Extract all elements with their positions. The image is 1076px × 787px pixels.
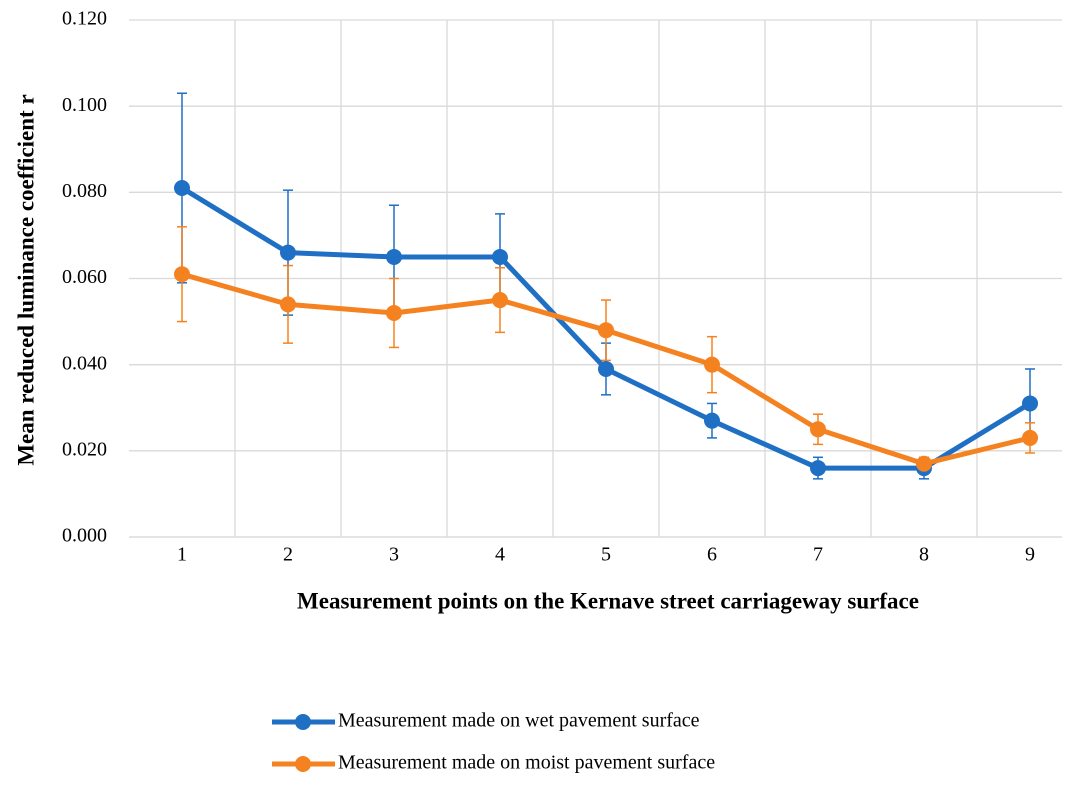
point <box>810 421 826 438</box>
point <box>280 244 296 261</box>
y-axis-title: Mean reduced luminance coefficient r <box>13 94 38 465</box>
legend-marker <box>295 756 311 772</box>
y-tick-label: 0.060 <box>62 266 107 288</box>
legend-marker <box>295 714 311 730</box>
point <box>174 266 190 283</box>
x-tick-label: 1 <box>177 544 187 566</box>
point <box>916 455 932 472</box>
y-tick-label: 0.120 <box>62 8 107 30</box>
point <box>386 304 402 321</box>
x-tick-label: 3 <box>389 544 399 566</box>
point <box>1022 429 1038 446</box>
point <box>704 356 720 373</box>
point <box>492 248 508 265</box>
point <box>598 322 614 339</box>
point <box>598 360 614 377</box>
x-axis-title: Measurement points on the Kernave street… <box>297 588 919 613</box>
y-tick-label: 0.040 <box>62 352 107 374</box>
point <box>174 180 190 197</box>
point <box>704 412 720 429</box>
x-tick-label: 9 <box>1025 544 1035 566</box>
point <box>810 460 826 477</box>
y-tick-label: 0.100 <box>62 94 107 116</box>
y-tick-label: 0.020 <box>62 438 107 460</box>
point <box>1022 395 1038 412</box>
legend-label: Measurement made on moist pavement surfa… <box>338 752 715 774</box>
x-tick-label: 6 <box>707 544 717 566</box>
x-tick-label: 2 <box>283 544 293 566</box>
point <box>386 248 402 265</box>
x-tick-label: 5 <box>601 544 611 566</box>
y-tick-label: 0.080 <box>62 180 107 202</box>
x-tick-label: 7 <box>813 544 823 566</box>
point <box>280 296 296 313</box>
x-tick-label: 8 <box>919 544 929 566</box>
legend-label: Measurement made on wet pavement surface <box>338 710 700 732</box>
point <box>492 292 508 309</box>
y-tick-label: 0.000 <box>62 525 107 547</box>
x-tick-label: 4 <box>495 544 505 566</box>
